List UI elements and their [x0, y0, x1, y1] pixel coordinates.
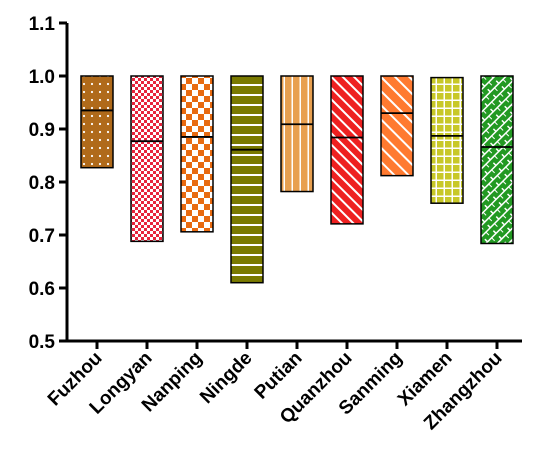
y-tick-label: 0.9 — [29, 120, 55, 141]
range-bar-quanzhou — [330, 75, 364, 225]
bars — [80, 75, 514, 284]
x-axis — [65, 339, 522, 349]
y-tick-label: 0.8 — [29, 173, 55, 194]
range-bar-putian — [280, 75, 314, 193]
category-labels: FuzhouLongyanNanpingNingdePutianQuanzhou… — [44, 348, 507, 434]
x-category-label: Ningde — [196, 348, 256, 408]
range-bar-zhangzhou — [480, 75, 514, 245]
y-tick-label: 0.6 — [29, 279, 55, 300]
range-bar-ningde — [230, 75, 264, 284]
range-bar-nanping — [180, 75, 214, 233]
y-tick-label: 0.7 — [29, 226, 55, 247]
range-bar-longyan — [130, 75, 164, 243]
y-tick-label: 0.5 — [29, 332, 56, 353]
y-tick-label: 1.0 — [29, 67, 55, 88]
range-bar-sanming — [380, 75, 414, 177]
y-axis: 0.5 0.6 0.7 0.8 0.9 1.0 1.1 — [29, 14, 69, 353]
range-bar-xiamen — [430, 76, 464, 204]
y-tick-label: 1.1 — [29, 14, 56, 35]
range-bar-fuzhou — [80, 75, 114, 169]
